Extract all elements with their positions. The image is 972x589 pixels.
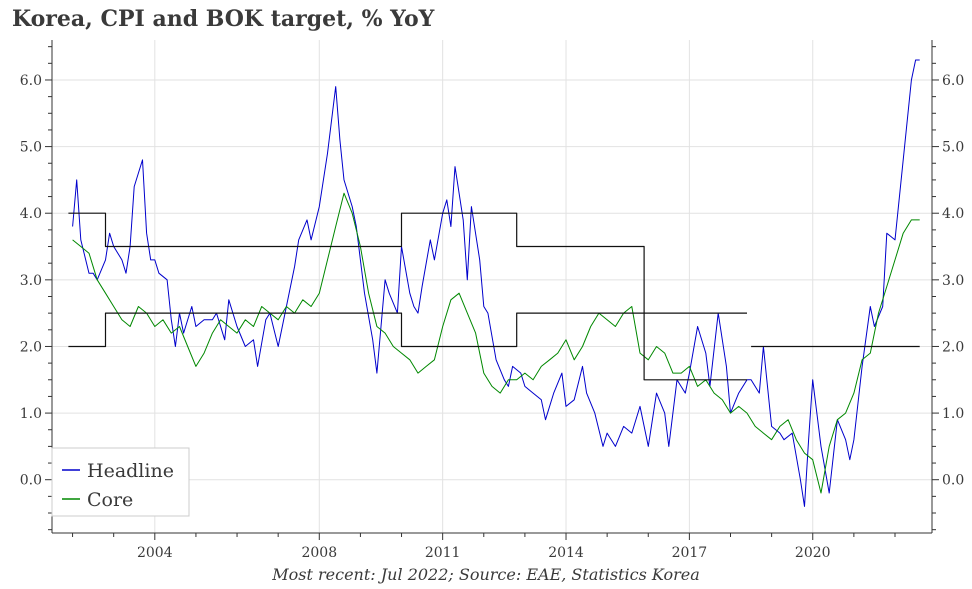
y-tick-label-right: 6.0 <box>942 73 964 89</box>
y-tick-label-left: 5.0 <box>20 140 42 156</box>
series-line-core <box>72 192 920 494</box>
bok-target-line <box>68 312 747 381</box>
legend-label-headline: Headline <box>87 460 174 482</box>
y-tick-label-left: 3.0 <box>20 273 42 289</box>
x-tick-label: 2004 <box>137 545 173 561</box>
y-tick-label-right: 5.0 <box>942 140 964 156</box>
y-tick-label-left: 6.0 <box>20 73 42 89</box>
series-lines <box>68 59 920 507</box>
y-tick-label-left: 2.0 <box>20 339 42 355</box>
y-tick-label-right: 0.0 <box>942 473 964 489</box>
legend-box <box>51 447 190 517</box>
legend: Headline Core <box>51 447 190 517</box>
x-tick-label: 2008 <box>301 545 337 561</box>
y-tick-label-left: 4.0 <box>20 206 42 222</box>
legend-label-core: Core <box>87 489 133 511</box>
y-tick-label-right: 1.0 <box>942 406 964 422</box>
x-tick-label: 2014 <box>548 545 584 561</box>
series-line-headline <box>72 59 920 507</box>
x-tick-label: 2017 <box>672 545 708 561</box>
y-tick-label-left: 0.0 <box>20 473 42 489</box>
x-tick-label: 2020 <box>795 545 831 561</box>
chart-title: Korea, CPI and BOK target, % YoY <box>12 6 435 32</box>
chart-source-note: Most recent: Jul 2022; Source: EAE, Stat… <box>272 565 700 584</box>
x-tick-label: 2011 <box>425 545 461 561</box>
y-tick-label-right: 4.0 <box>942 206 964 222</box>
y-tick-label-right: 3.0 <box>942 273 964 289</box>
y-tick-label-left: 1.0 <box>20 406 42 422</box>
bok-target-line <box>68 212 747 314</box>
axes: 0.0 0.0 1.0 1.0 2.0 2.0 3.0 3.0 4.0 4.0 5.0 5.0 6.0 6… <box>20 40 964 561</box>
y-tick-label-right: 2.0 <box>942 339 964 355</box>
